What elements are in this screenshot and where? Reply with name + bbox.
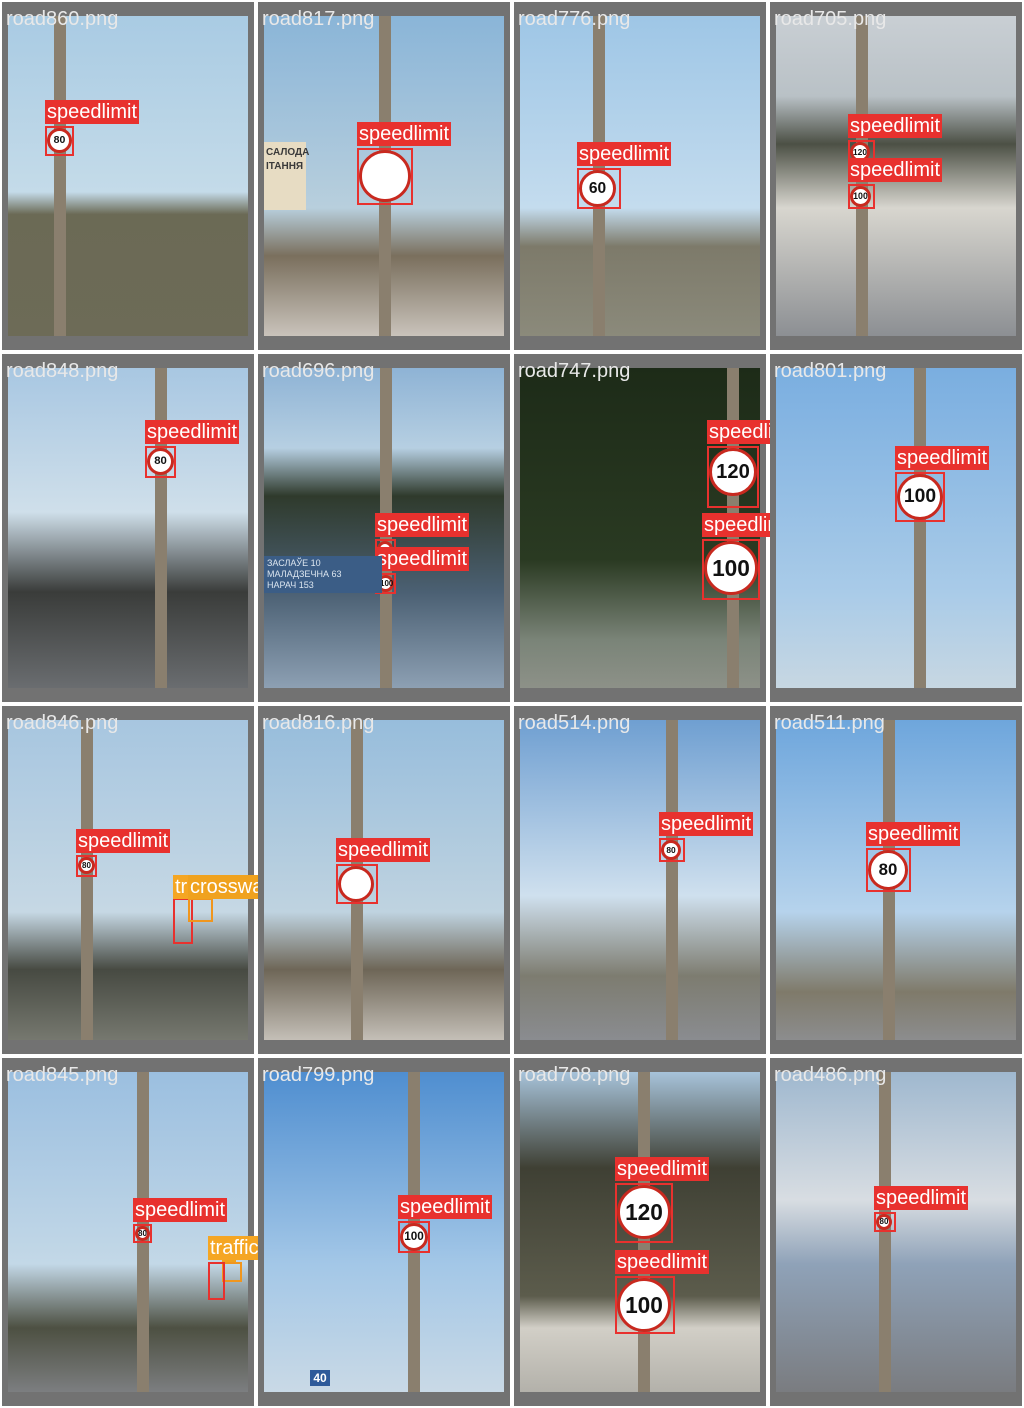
sign-pole [879,1072,891,1392]
road-photo [8,16,248,336]
detection-label-speedlimit: speedlimit [357,122,452,146]
sign-pole [666,720,678,1040]
detection-box-speedlimit: 60 [577,168,621,209]
speed-sign: 80 [135,1226,150,1241]
speed-sign: 100 [617,1278,671,1332]
image-tile [2,354,254,702]
detection-box-speedlimit: 100 [848,184,875,209]
direction-sign-line: НАРАЧ 153 [267,580,314,590]
speed-sign: 100 [850,186,871,207]
road-sign-40: 40 [310,1370,330,1386]
detection-label-speedlimit: speedlimit [848,114,943,138]
detection-label-speedlimit: speedlimit [615,1250,710,1274]
detection-box-speedlimit [357,148,413,205]
detection-label-speedlimit: speedlimit [866,822,961,846]
sign-pole [914,368,926,688]
sign-pole [53,16,66,336]
detection-label-trafficlight: tr [173,875,190,899]
road-photo [520,16,760,336]
speed-sign: 80 [147,448,174,475]
detection-box-speedlimit: 80 [145,446,176,478]
image-tile [258,706,510,1054]
detection-label-speedlimit: speedlimit [145,420,240,444]
detection-label-speedlimit: speedlimit [336,838,431,862]
detection-label-speedlimit: speedlimit [398,1195,493,1219]
detection-box-speedlimit: 120 [707,446,759,508]
detection-label-speedlimit: speedlimit [659,812,754,836]
road-photo [776,368,1016,688]
speed-sign: 80 [868,850,908,890]
detection-box-speedlimit: 80 [659,838,685,862]
speed-sign: 100 [400,1223,428,1251]
detection-box-crosswalk [222,1262,242,1282]
detection-label-speedlimit: speedlimit [874,1186,969,1210]
speed-sign: 80 [78,857,95,874]
detection-label-speedlimit: speedlimit [76,829,171,853]
detection-label-speedlimit: speedlimit [895,446,990,470]
detection-label-speedlimit: speedlimit [848,158,943,182]
image-tile [770,354,1022,702]
detection-box-speedlimit: 80 [866,848,911,892]
detection-box-speedlimit: 120 [615,1183,673,1243]
road-photo [264,1072,504,1392]
detection-box-speedlimit: 80 [76,855,97,877]
detection-box-speedlimit: 100 [702,539,760,600]
detection-box-speedlimit [336,864,378,904]
speed-sign: 100 [897,474,943,520]
image-tile [258,1058,510,1406]
direction-sign-line: ЗАСЛАЎЕ 10 [267,558,321,568]
speed-sign: 60 [579,170,616,207]
road-photo [8,368,248,688]
detection-box-speedlimit: 80 [874,1212,896,1232]
image-tile [2,1058,254,1406]
image-tile [2,706,254,1054]
speed-sign: 100 [704,541,758,595]
sign-pole [80,720,93,1040]
detection-box-speedlimit: 80 [133,1224,152,1243]
speed-sign: 80 [661,840,681,860]
speed-sign: 80 [876,1214,892,1230]
speed-sign: 120 [617,1185,671,1239]
speed-sign: 120 [709,448,757,496]
road-photo [520,720,760,1040]
detection-box-crosswalk [188,898,213,922]
direction-sign: ЗАСЛАЎЕ 10 МАЛАДЗЕЧНА 63 НАРАЧ 153 [264,556,382,593]
detection-box-speedlimit: 100 [398,1221,430,1253]
sign-pole [154,368,167,688]
image-tile [2,2,254,350]
image-tile [770,1058,1022,1406]
detection-label-speedlimit: speedlimit [45,100,140,124]
direction-sign-line: МАЛАДЗЕЧНА 63 [267,569,342,579]
billboard: САЛОДА ІТАННЯ [264,142,309,210]
detection-box-speedlimit: 120 [848,140,875,164]
detection-box-speedlimit: 100 [615,1276,675,1334]
detection-box-trafficlight [208,1262,225,1300]
image-tile [514,706,766,1054]
road-photo [8,1072,248,1392]
road-photo [776,1072,1016,1392]
detection-label-speedlimit: speedlimit [133,1198,228,1222]
speed-sign [359,150,411,202]
speed-sign: 80 [47,128,72,153]
detection-box-speedlimit: 80 [45,126,74,156]
image-tile [514,2,766,350]
speed-sign [338,866,374,902]
detection-label-speedlimit: speedlimit [375,513,470,537]
detection-label-speedlimit: speedlimit [375,547,470,571]
detection-label-speedlimit: speedlimit [577,142,672,166]
detection-box-speedlimit: 100 [895,472,945,522]
road-photo [264,720,504,1040]
detection-label-speedlimit: speedlimit [615,1157,710,1181]
